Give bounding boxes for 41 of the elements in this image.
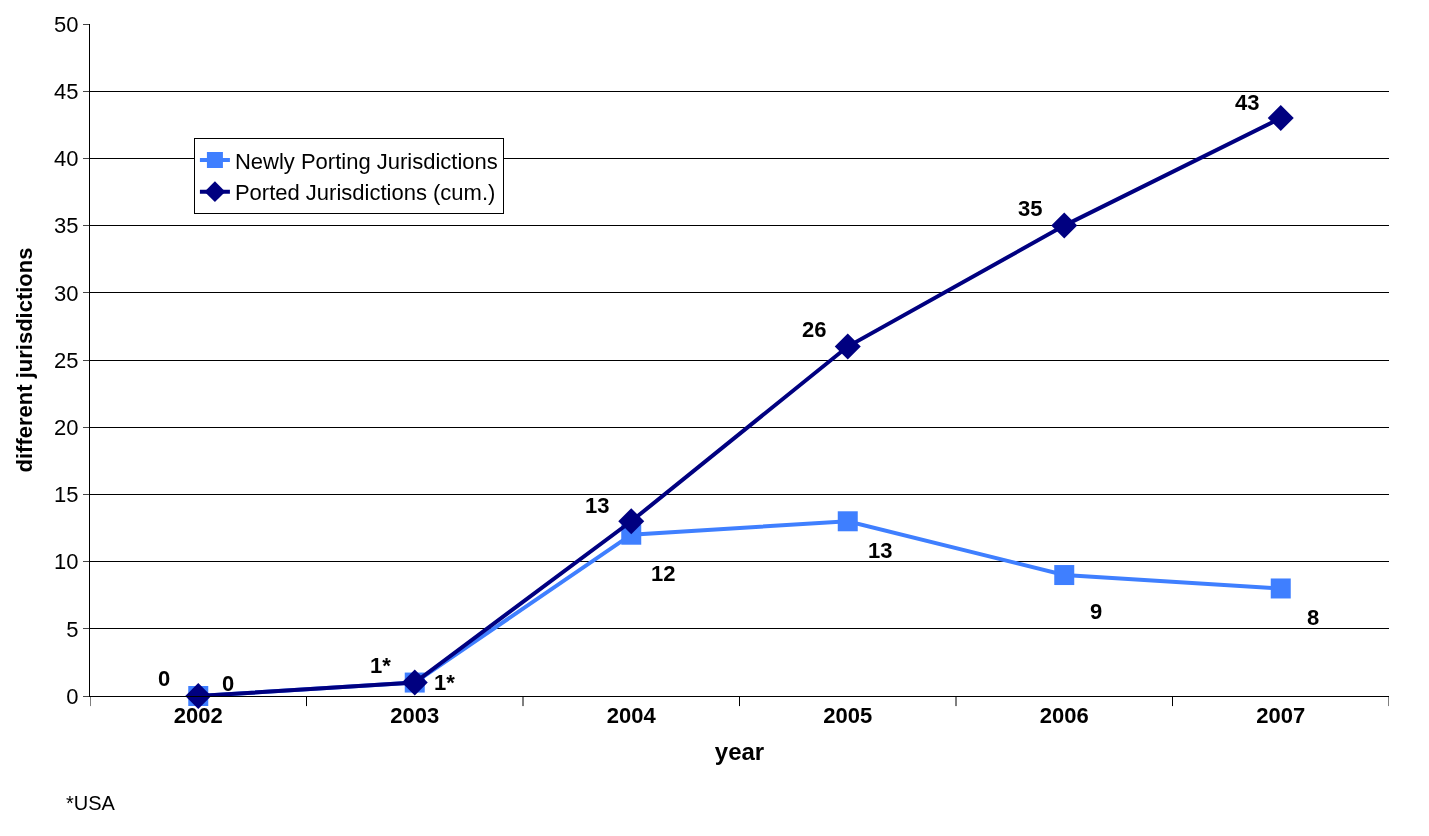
y-tick-label: 35 — [54, 213, 79, 239]
legend-label: Ported Jurisdictions (cum.) — [234, 180, 496, 206]
data-label: 13 — [585, 493, 610, 518]
y-tick-label: 50 — [54, 11, 79, 37]
data-label: 43 — [1235, 90, 1260, 115]
x-tick-label: 2005 — [823, 703, 873, 729]
x-tick-label: 2007 — [1256, 703, 1306, 729]
y-tick-label: 20 — [54, 414, 79, 440]
data-label: 26 — [802, 317, 827, 342]
point — [618, 508, 645, 535]
point — [1267, 105, 1294, 132]
data-label: 1* — [434, 670, 456, 695]
y-tick-label: 45 — [54, 78, 79, 104]
data-label: 9 — [1090, 599, 1103, 624]
x-tick-label: 2004 — [606, 703, 657, 729]
x-tick-label: 2003 — [390, 703, 440, 729]
y-tick-label: 10 — [54, 549, 79, 575]
x-tick-label: 2002 — [173, 703, 223, 729]
data-label: 35 — [1018, 196, 1043, 221]
data-label: 8 — [1307, 605, 1320, 630]
y-tick-label: 30 — [54, 280, 79, 306]
data-label: 13 — [868, 538, 893, 563]
y-tick-label: 15 — [54, 482, 79, 508]
y-tick-label: 0 — [66, 683, 79, 709]
point — [1051, 212, 1078, 239]
point — [837, 511, 858, 532]
y-tick-label: 25 — [54, 347, 79, 373]
legend-label: Newly Porting Jurisdictions — [234, 148, 498, 174]
data-label: 1* — [370, 653, 392, 678]
data-label: 0 — [222, 671, 235, 696]
point — [834, 333, 861, 360]
x-axis-title: year — [714, 737, 765, 765]
y-axis-title: different jurisdictions — [11, 247, 37, 473]
x-tick-label: 2006 — [1039, 703, 1089, 729]
y-tick-label: 5 — [66, 616, 79, 642]
point — [1054, 565, 1075, 586]
text: *USA — [66, 792, 116, 814]
data-label: 12 — [651, 561, 676, 586]
data-label: 0 — [158, 666, 171, 691]
y-tick-label: 40 — [54, 146, 79, 172]
point — [1270, 578, 1291, 599]
